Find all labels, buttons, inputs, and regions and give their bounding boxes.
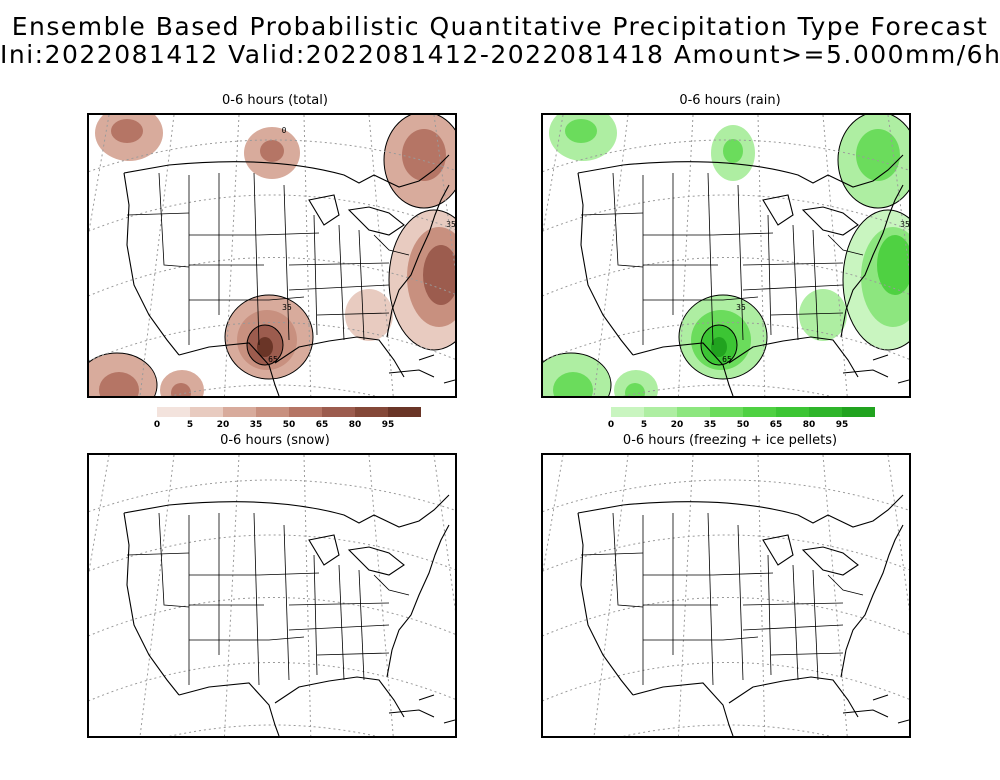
- panel-title-freezing: 0-6 hours (freezing + ice pellets): [622, 433, 838, 448]
- colorbar-swatch: [223, 407, 256, 417]
- colorbar-tick-label: 80: [348, 420, 362, 430]
- colorbar-total: 0 5 20 35 50 65 80 95: [153, 407, 421, 431]
- colorbar-swatch: [355, 407, 388, 417]
- colorbar-swatch: [322, 407, 355, 417]
- colorbar-tick-label: 0: [153, 420, 161, 430]
- contour-label-65: 65: [722, 355, 732, 364]
- main-subtitle: Ini:2022081412 Valid:2022081412-20220814…: [0, 40, 1000, 69]
- colorbar-swatch: [611, 407, 644, 417]
- panel-title-rain: 0-6 hours (rain): [679, 93, 781, 108]
- colorbar-swatch: [776, 407, 809, 417]
- colorbar-tick-label: 65: [315, 420, 329, 430]
- colorbar-swatch: [710, 407, 743, 417]
- probability-shading-total: [89, 115, 455, 396]
- contour-label-35: 35: [282, 303, 292, 312]
- colorbar-tick-label: 5: [640, 420, 648, 430]
- contour-label-35: 35: [900, 220, 909, 229]
- contour-label-0: 0: [282, 126, 287, 135]
- colorbar-tick-label: 80: [802, 420, 816, 430]
- colorbar-swatch: [809, 407, 842, 417]
- colorbar-swatch: [842, 407, 875, 417]
- colorbar-tick-label: 95: [381, 420, 395, 430]
- colorbar-tick-label: 50: [736, 420, 750, 430]
- contour-lines-total: [89, 115, 455, 396]
- colorbar-rain: 0 5 20 35 50 65 80 95: [607, 407, 875, 431]
- map-panel-rain: 35 65 35: [541, 113, 911, 398]
- colorbar-swatch: [289, 407, 322, 417]
- colorbar-tick-label: 0: [607, 420, 615, 430]
- contour-label-35: 35: [446, 220, 455, 229]
- map-freezing: [543, 455, 909, 736]
- probability-shading-rain: [543, 115, 909, 396]
- colorbar-tick-label: 5: [186, 420, 194, 430]
- colorbar-tick-label: 35: [703, 420, 717, 430]
- main-title: Ensemble Based Probabilistic Quantitativ…: [11, 12, 989, 41]
- colorbar-swatch: [388, 407, 421, 417]
- contour-label-65: 65: [268, 355, 278, 364]
- map-panel-total: 35 65 35 0: [87, 113, 457, 398]
- colorbar-swatch: [743, 407, 776, 417]
- map-total: 35 65 35 0: [89, 115, 455, 396]
- panel-title-total: 0-6 hours (total): [222, 93, 328, 108]
- colorbar-tick-label: 50: [282, 420, 296, 430]
- colorbar-swatch: [644, 407, 677, 417]
- colorbar-swatch: [190, 407, 223, 417]
- colorbar-tick-label: 20: [216, 420, 230, 430]
- contour-label-35: 35: [736, 303, 746, 312]
- colorbar-swatch: [677, 407, 710, 417]
- colorbar-swatch: [256, 407, 289, 417]
- map-snow: [89, 455, 455, 736]
- panel-title-snow: 0-6 hours (snow): [220, 433, 330, 448]
- colorbar-tick-label: 35: [249, 420, 263, 430]
- map-panel-freezing: [541, 453, 911, 738]
- colorbar-swatch: [157, 407, 190, 417]
- map-panel-snow: [87, 453, 457, 738]
- colorbar-tick-label: 65: [769, 420, 783, 430]
- colorbar-tick-label: 95: [835, 420, 849, 430]
- colorbar-tick-label: 20: [670, 420, 684, 430]
- contour-lines-rain: [543, 115, 909, 396]
- map-rain: 35 65 35: [543, 115, 909, 396]
